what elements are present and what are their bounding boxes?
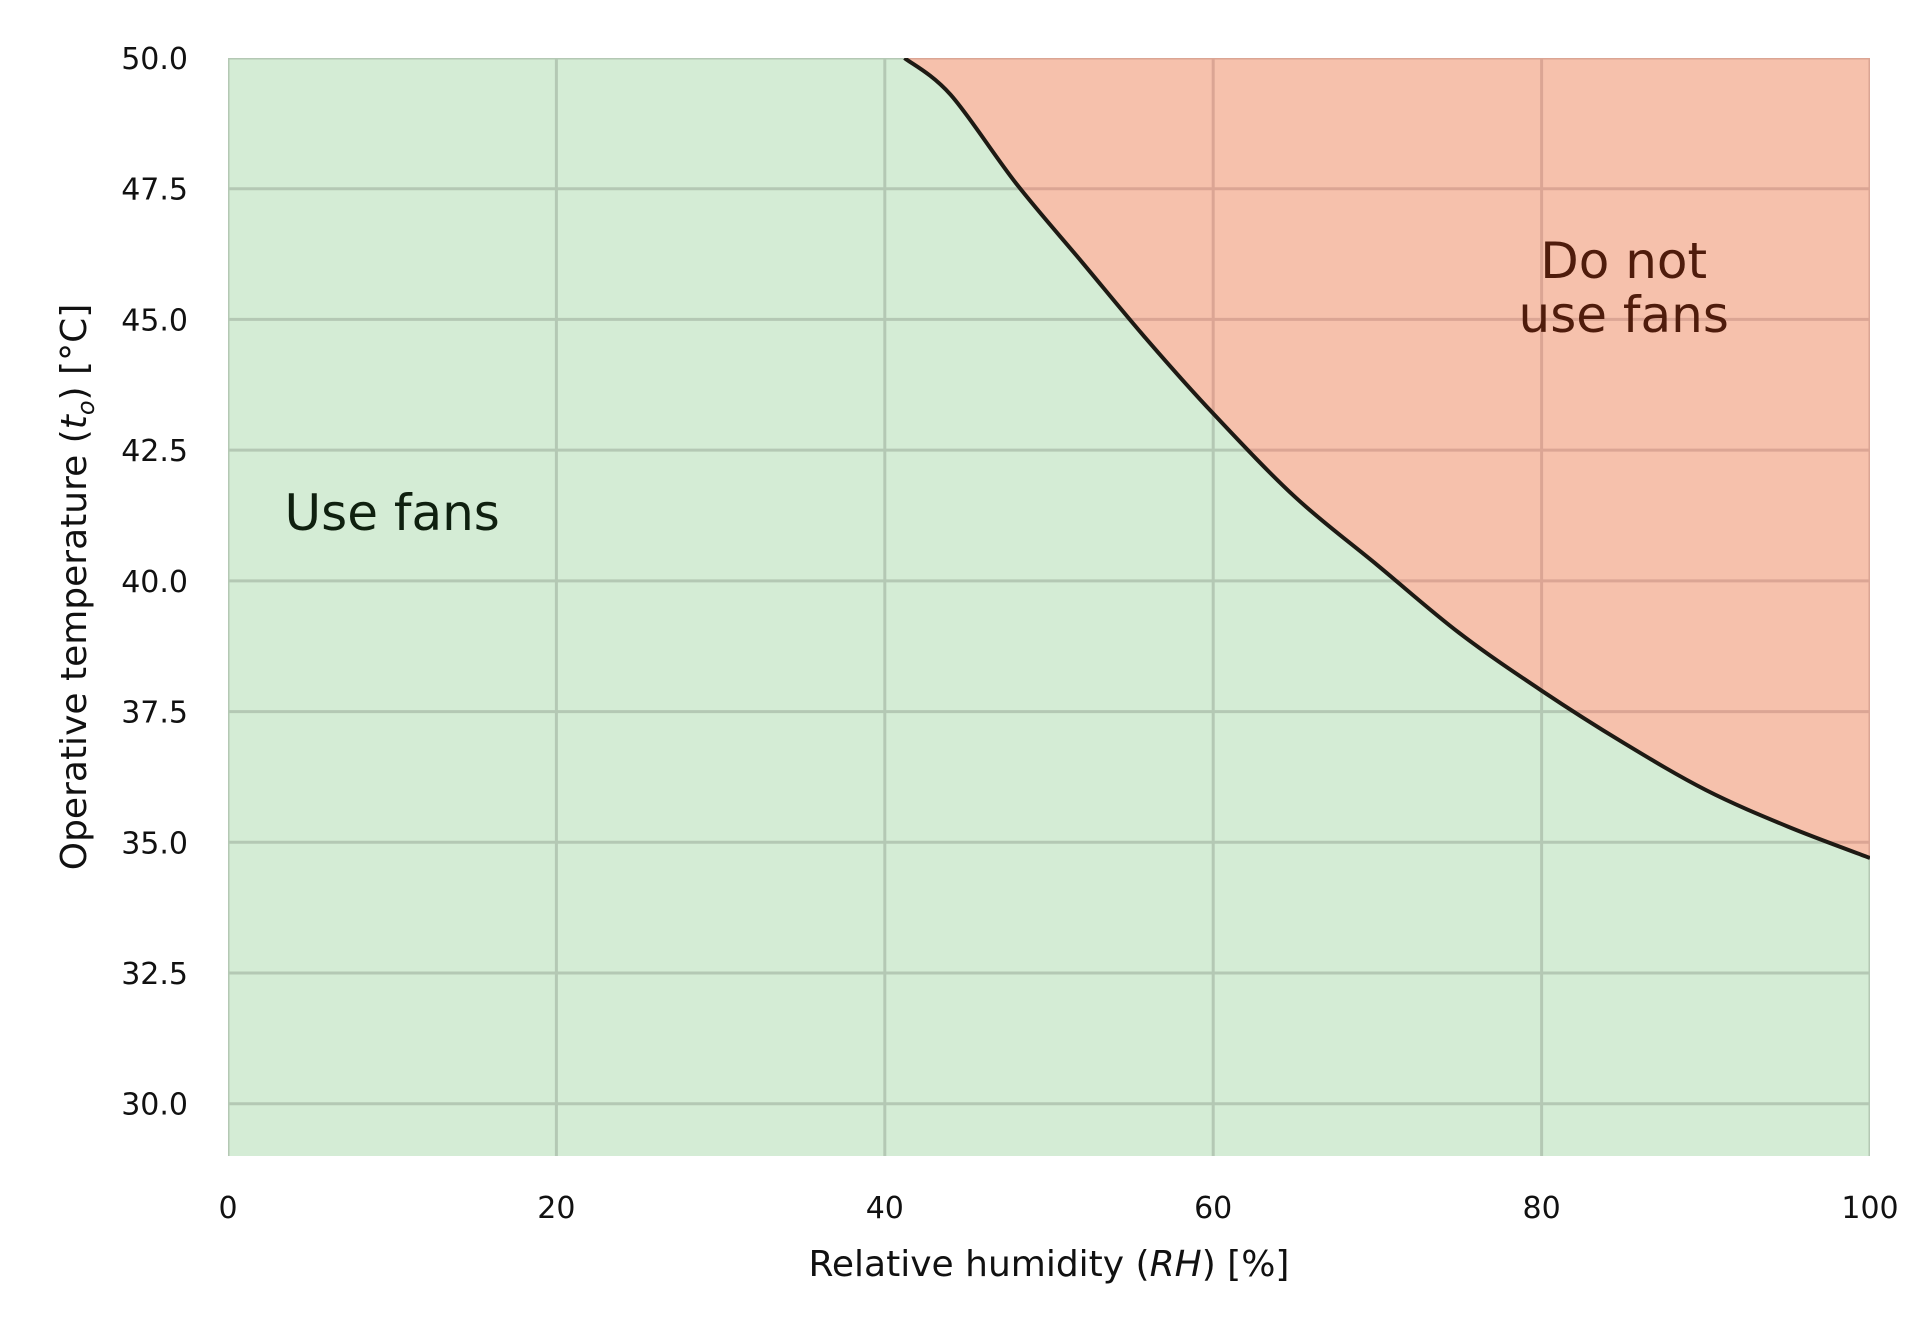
y-tick-label: 42.5: [121, 434, 188, 469]
x-tick-label: 40: [866, 1191, 904, 1226]
y-axis-ticks: 30.0 32.5 35.0 37.5 40.0 42.5 45.0 47.5 50.0: [121, 42, 188, 1123]
x-axis-label: Relative humidity (RH) [%]: [809, 1244, 1290, 1285]
x-axis-ticks: 0 20 40 60 80 100: [218, 1191, 1898, 1226]
y-tick-label: 32.5: [121, 957, 188, 992]
x-tick-label: 80: [1523, 1191, 1561, 1226]
plot-area: [228, 58, 1870, 1156]
y-tick-label: 37.5: [121, 696, 188, 731]
x-tick-label: 100: [1841, 1191, 1898, 1226]
use-fans-label: Use fans: [285, 484, 500, 542]
x-tick-label: 20: [537, 1191, 575, 1226]
boundary-curve: [903, 58, 1870, 860]
y-tick-label: 30.0: [121, 1088, 188, 1123]
y-tick-label: 47.5: [121, 173, 188, 208]
do-not-use-fans-label: Do not use fans: [1519, 232, 1729, 344]
x-tick-label: 0: [218, 1191, 237, 1226]
y-tick-label: 50.0: [121, 42, 188, 77]
y-axis-label: Operative temperature (to) [°C]: [54, 304, 100, 871]
x-tick-label: 60: [1194, 1191, 1232, 1226]
y-tick-label: 45.0: [121, 303, 188, 338]
y-tick-label: 35.0: [121, 826, 188, 861]
y-tick-label: 40.0: [121, 565, 188, 600]
region-labels: Use fans Do not use fans: [285, 232, 1729, 542]
